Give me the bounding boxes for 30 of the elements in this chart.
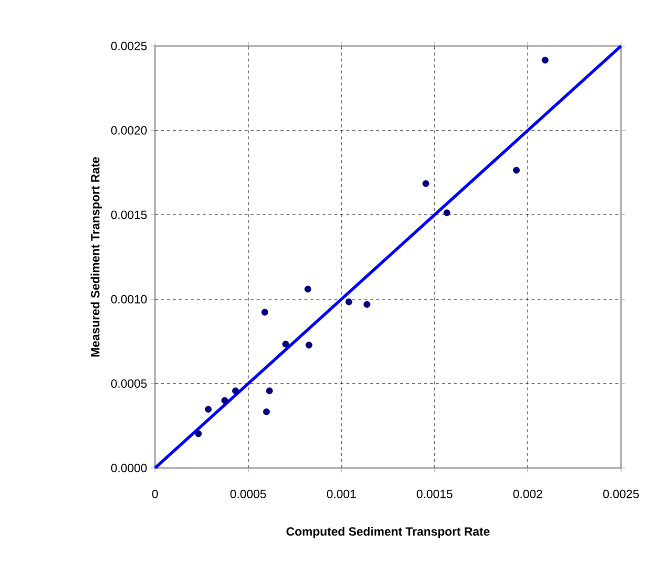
y-tick-label: 0.0025: [111, 42, 147, 50]
x-tick-label: 0.0005: [230, 490, 266, 498]
y-tick-label: 0.0020: [111, 126, 147, 135]
y-axis-title: Measured Sediment Transport Rate: [90, 157, 102, 357]
y-tick-label: 0.0010: [111, 294, 147, 304]
point: [266, 387, 273, 394]
point: [422, 180, 430, 187]
point: [232, 387, 239, 394]
point: [542, 56, 549, 64]
x-tick-label: 0.0025: [603, 490, 639, 498]
x-tick-label: 0.0015: [416, 490, 452, 498]
point: [364, 301, 370, 308]
point: [444, 209, 450, 216]
point: [306, 342, 312, 348]
y-tick-label: 0.0015: [111, 210, 147, 220]
point: [304, 286, 312, 292]
x-axis-title: Computed Sediment Transport Rate: [286, 526, 490, 538]
point: [513, 166, 520, 174]
point: [195, 430, 202, 438]
point: [261, 308, 268, 316]
point: [345, 298, 352, 306]
point: [282, 340, 290, 348]
y-tick-label: 0.0005: [111, 379, 147, 388]
x-tick-label: 0.002: [513, 490, 542, 498]
x-tick-label: 0.001: [326, 490, 356, 498]
y-tick-label: 0.0000: [111, 464, 147, 472]
point: [204, 406, 212, 413]
point: [221, 397, 228, 404]
x-tick-label: 0: [152, 490, 158, 498]
point: [263, 408, 270, 416]
